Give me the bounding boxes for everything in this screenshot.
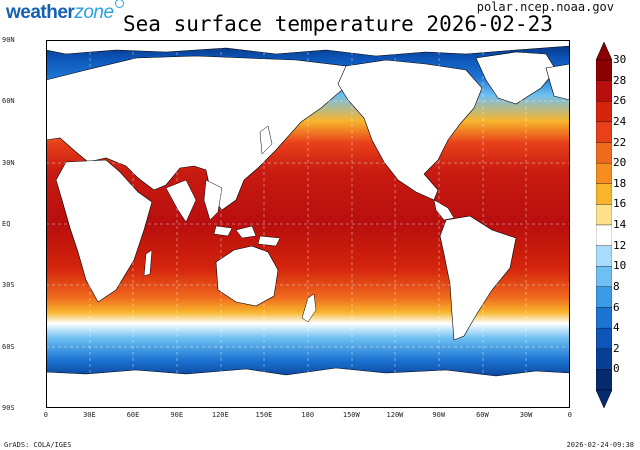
colorbar-tick-label: 8 [613, 279, 620, 293]
colorbar-segment [596, 80, 612, 102]
colorbar-segment [596, 307, 612, 329]
longitude-label: 60E [126, 411, 140, 419]
longitude-label: 60W [476, 411, 489, 419]
colorbar-tick-label: 20 [613, 156, 627, 170]
colorbar-tick-label: 6 [613, 300, 620, 314]
southeast-asia [203, 179, 223, 221]
colorbar-segment [596, 348, 612, 370]
colorbar-segment [596, 245, 612, 267]
australia [215, 245, 279, 307]
colorbar-segment [596, 369, 612, 391]
longitude-label: 150E [255, 411, 273, 419]
colorbar-segment [596, 224, 612, 246]
longitude-label: 120E [211, 411, 229, 419]
colorbar-min-arrow [596, 389, 612, 408]
eurasia [46, 55, 347, 211]
japan [259, 125, 273, 155]
colorbar-segment [596, 286, 612, 308]
longitude-label: 150W [342, 411, 360, 419]
colorbar-tick-label: 4 [613, 321, 620, 335]
weatherzone-logo[interactable]: weatherzone [6, 0, 124, 24]
colorbar-segment [596, 121, 612, 143]
colorbar-segment [596, 266, 612, 288]
longitude-label: 180 [301, 411, 315, 419]
latitude-label: 30S [2, 281, 15, 290]
south-america [439, 215, 517, 341]
logo-text-weather: weather [6, 2, 75, 23]
latitude-label: 60N [2, 97, 15, 106]
colorbar-tick-label: 12 [613, 238, 627, 252]
longitude-label: 30W [519, 411, 533, 419]
latitude-label: 90S [2, 403, 15, 412]
colorbar-segment [596, 162, 612, 184]
colorbar-tick-label: 28 [613, 73, 627, 87]
temperature-colorbar [596, 42, 612, 408]
india [165, 179, 197, 223]
sst-world-map [46, 40, 570, 408]
graticule [46, 40, 570, 408]
madagascar [143, 249, 153, 277]
latitude-label: 90N [2, 36, 15, 44]
africa [55, 159, 153, 303]
latitude-label: EQ [2, 219, 11, 228]
colorbar-tick-label: 30 [613, 53, 627, 66]
colorbar-segment [596, 183, 612, 205]
sun-icon [114, 0, 124, 8]
colorbar-tick-label: 0 [613, 362, 620, 376]
colorbar-max-arrow [596, 42, 612, 61]
colorbar-tick-label: 2 [613, 341, 620, 355]
logo-text-zone: zone [74, 2, 114, 23]
footer-credit: GrADS: COLA/IGES [4, 441, 72, 449]
new-zealand [301, 293, 317, 323]
map-title: Sea surface temperature 2026-02-23 [123, 12, 553, 36]
colorbar-segment [596, 59, 612, 81]
longitude-label: 0 [43, 411, 49, 419]
colorbar-segment [596, 204, 612, 226]
colorbar-tick-label: 24 [613, 114, 627, 128]
colorbar-segment [596, 327, 612, 349]
colorbar-segment [596, 142, 612, 164]
map-frame [46, 40, 570, 408]
colorbar-tick-label: 10 [613, 259, 627, 273]
latitude-label: 30N [2, 158, 15, 167]
north-america [337, 59, 483, 201]
colorbar-tick-label: 26 [613, 94, 627, 108]
colorbar-tick-label: 22 [613, 135, 627, 149]
colorbar-tick-label: 14 [613, 218, 627, 231]
longitude-label: 90W [432, 411, 446, 419]
colorbar-tick-label: 16 [613, 197, 627, 211]
colorbar-tick-label: 18 [613, 176, 627, 190]
longitude-label: 30E [83, 411, 96, 419]
indonesia [213, 225, 281, 247]
eurasia-east [545, 63, 570, 101]
longitude-label: 0 [567, 411, 573, 419]
colorbar-segment [596, 101, 612, 123]
source-url[interactable]: polar.ncep.noaa.gov [476, 0, 614, 14]
footer-timestamp: 2026-02-24-09:38 [566, 441, 634, 449]
longitude-label: 90E [170, 411, 184, 419]
latitude-label: 60S [2, 342, 15, 351]
longitude-label: 120W [386, 411, 404, 419]
